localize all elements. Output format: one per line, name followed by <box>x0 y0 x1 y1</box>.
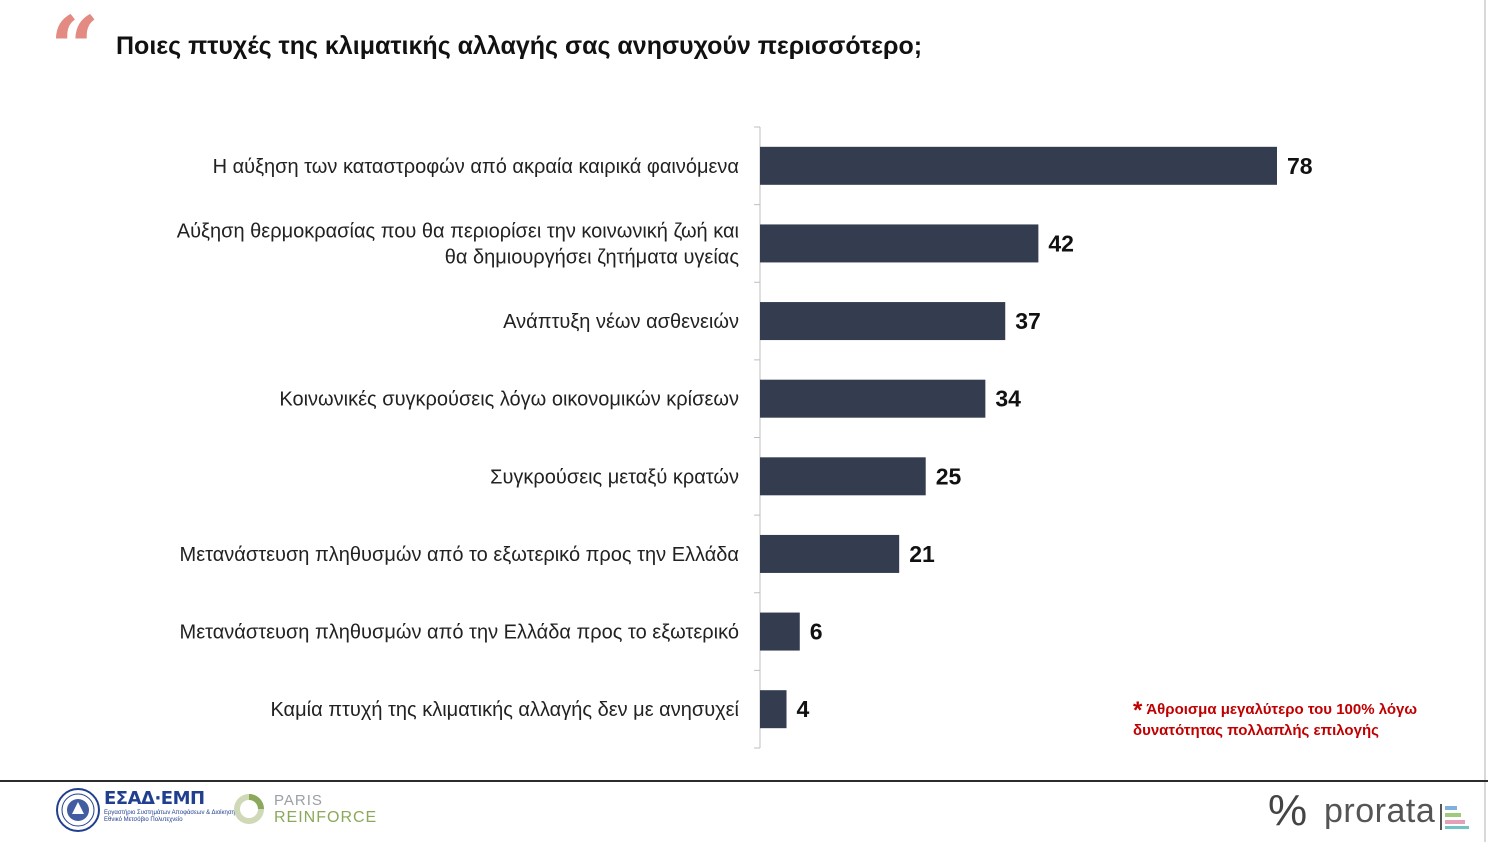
paris-text: PARIS <box>274 792 323 809</box>
prorata-logo: % prorata <box>1264 786 1484 836</box>
esad-emp-logo: ΕΣΑΔ·ΕΜΠ Εργαστήριο Συστημάτων Αποφάσεων… <box>56 788 238 836</box>
category-label: Κοινωνικές συγκρούσεις λόγω οικονομικών … <box>279 389 739 411</box>
data-label: 37 <box>1015 308 1041 334</box>
bar <box>760 224 1039 263</box>
esad-subtitle-line-2: Εθνικό Μετσόβιο Πολυτεχνείο <box>104 817 183 823</box>
category-label: Μετανάστευση πληθυσμών από την Ελλάδα πρ… <box>180 622 739 644</box>
data-label: 6 <box>810 619 823 645</box>
data-label: 21 <box>909 541 935 567</box>
bar <box>760 534 900 573</box>
data-label: 4 <box>797 696 810 722</box>
bar <box>760 146 1277 185</box>
footer-divider <box>0 780 1488 782</box>
data-label: 34 <box>995 386 1021 412</box>
esad-subtitle-line-1: Εργαστήριο Συστημάτων Αποφάσεων & Διοίκη… <box>104 810 238 816</box>
footnote-text: Άθροισμα μεγαλύτερο του 100% λόγω δυνατό… <box>1133 701 1418 739</box>
bar <box>760 612 800 651</box>
bar <box>760 690 787 729</box>
category-label: Καμία πτυχή της κλιματικής αλλαγής δεν μ… <box>270 699 739 721</box>
paris-reinforce-ring-icon <box>234 794 264 824</box>
category-label: Συγκρούσεις μεταξύ κρατών <box>490 466 739 488</box>
page-title: Ποιες πτυχές της κλιματικής αλλαγής σας … <box>116 32 923 60</box>
quote-mark-icon: “ <box>50 0 100 99</box>
data-label: 78 <box>1287 153 1313 179</box>
data-label: 25 <box>936 463 962 489</box>
category-label: θα δημιουργήσει ζητήματα υγείας <box>445 246 740 268</box>
bar <box>760 379 986 418</box>
bar <box>760 302 1006 341</box>
data-label: 42 <box>1048 230 1074 256</box>
prorata-wordmark: prorata <box>1324 792 1436 830</box>
category-label: Ανάπτυξη νέων ασθενειών <box>503 311 739 333</box>
reinforce-text: REINFORCE <box>274 809 378 826</box>
prorata-percent-mark: % <box>1268 786 1308 835</box>
prorata-stripes-icon <box>1440 804 1469 830</box>
category-label: Μετανάστευση πληθυσμών από το εξωτερικό … <box>180 544 739 566</box>
category-label: Η αύξηση των καταστροφών από ακραία καιρ… <box>213 156 739 178</box>
footnote-star: * <box>1133 697 1143 724</box>
bar-chart: 78 Η αύξηση των καταστροφών από ακραία κα… <box>177 126 1313 749</box>
esad-name: ΕΣΑΔ·ΕΜΠ <box>104 788 205 809</box>
university-seal-icon <box>56 788 100 832</box>
footnote: * Άθροισμα μεγαλύτερο του 100% λόγω δυνατ… <box>1133 697 1483 741</box>
category-label: Αύξηση θερμοκρασίας που θα περιορίσει τη… <box>177 220 739 242</box>
page-right-border <box>1484 0 1486 842</box>
esad-subtitle: Εργαστήριο Συστημάτων Αποφάσεων & Διοίκη… <box>104 810 238 824</box>
bar <box>760 457 926 496</box>
paris-reinforce-logo: PARIS REINFORCE <box>232 790 382 834</box>
